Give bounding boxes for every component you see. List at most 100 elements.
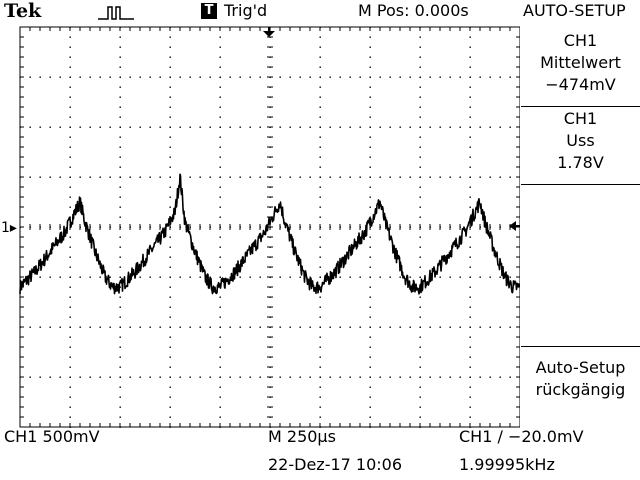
menu-box-pk-pk[interactable]: CH1 Uss 1.78V (521, 108, 640, 185)
grid-dot (369, 36, 371, 38)
grid-dot (349, 276, 351, 278)
grid-dot (419, 106, 421, 108)
grid-dot (219, 136, 221, 138)
grid-dot (169, 356, 171, 358)
grid-dot (459, 176, 461, 178)
grid-dot (289, 326, 291, 328)
grid-dot (499, 76, 501, 78)
grid-dot (279, 276, 281, 278)
menu-box-mean-channel: CH1 (563, 31, 598, 50)
grid-dot (119, 246, 121, 248)
grid-dot (119, 386, 121, 388)
grid-dot (119, 56, 121, 58)
grid-dot (479, 176, 481, 178)
grid-dot (469, 396, 471, 398)
grid-dot (479, 326, 481, 328)
grid-dot (379, 126, 381, 128)
menu-box-mean[interactable]: CH1 Mittelwert −474mV (521, 28, 640, 107)
grid-dot (169, 66, 171, 68)
grid-dot (489, 126, 491, 128)
grid-dot (469, 176, 471, 178)
channel-1-marker: 1▸ (1, 220, 17, 236)
grid-dot (389, 126, 391, 128)
grid-dot (109, 76, 111, 78)
grid-dot (369, 346, 371, 348)
grid-dot (429, 376, 431, 378)
grid-dot (219, 206, 221, 208)
grid-dot (239, 176, 241, 178)
grid-dot (299, 126, 301, 128)
graticule-grid (19, 26, 520, 428)
grid-dot (69, 346, 71, 348)
grid-dot (169, 166, 171, 168)
grid-dot (509, 276, 511, 278)
grid-dot (119, 336, 121, 338)
grid-dot (389, 276, 391, 278)
grid-dot (469, 66, 471, 68)
grid-dot (319, 336, 321, 338)
grid-dot (429, 326, 431, 328)
grid-dot (419, 386, 421, 388)
grid-dot (219, 296, 221, 298)
grid-dot (419, 416, 421, 418)
grid-dot (419, 346, 421, 348)
grid-dot (219, 366, 221, 368)
grid-dot (469, 186, 471, 188)
grid-dot (119, 146, 121, 148)
grid-dot (459, 126, 461, 128)
grid-dot (49, 126, 51, 128)
grid-dot (319, 96, 321, 98)
grid-dot (119, 106, 121, 108)
grid-dot (69, 176, 71, 178)
grid-dot (469, 86, 471, 88)
grid-dot (469, 366, 471, 368)
grid-dot (169, 186, 171, 188)
grid-dot (369, 266, 371, 268)
scope-display: 1▸ (1, 26, 520, 428)
grid-dot (219, 96, 221, 98)
grid-dot (469, 376, 471, 378)
grid-dot (319, 66, 321, 68)
grid-dot (319, 76, 321, 78)
grid-dot (489, 276, 491, 278)
grid-dot (49, 76, 51, 78)
grid-dot (39, 126, 41, 128)
grid-dot (29, 376, 31, 378)
grid-dot (339, 326, 341, 328)
grid-dot (69, 376, 71, 378)
single-pulse-icon (98, 6, 134, 20)
undo-autosetup-label-2: rückgängig (535, 380, 626, 399)
grid-dot (239, 76, 241, 78)
grid-dot (309, 176, 311, 178)
grid-dot (419, 56, 421, 58)
grid-dot (149, 326, 151, 328)
grid-dot (319, 376, 321, 378)
grid-dot (469, 346, 471, 348)
grid-dot (99, 126, 101, 128)
grid-dot (189, 326, 191, 328)
grid-dot (319, 206, 321, 208)
grid-dot (479, 76, 481, 78)
grid-dot (219, 36, 221, 38)
grid-dot (79, 176, 81, 178)
grid-dot (109, 176, 111, 178)
grid-dot (469, 136, 471, 138)
grid-dot (109, 126, 111, 128)
grid-dot (59, 326, 61, 328)
grid-dot (249, 76, 251, 78)
grid-dot (69, 116, 71, 118)
grid-dot (469, 196, 471, 198)
grid-dot (469, 266, 471, 268)
undo-autosetup-button[interactable]: Auto-Setup rückgängig (521, 346, 640, 425)
grid-dot (319, 306, 321, 308)
grid-dot (229, 326, 231, 328)
grid-dot (369, 96, 371, 98)
grid-dot (69, 366, 71, 368)
grid-dot (69, 256, 71, 258)
grid-dot (49, 326, 51, 328)
grid-dot (119, 276, 121, 278)
grid-dot (99, 176, 101, 178)
grid-dot (419, 396, 421, 398)
grid-dot (319, 326, 321, 328)
grid-dot (119, 176, 121, 178)
